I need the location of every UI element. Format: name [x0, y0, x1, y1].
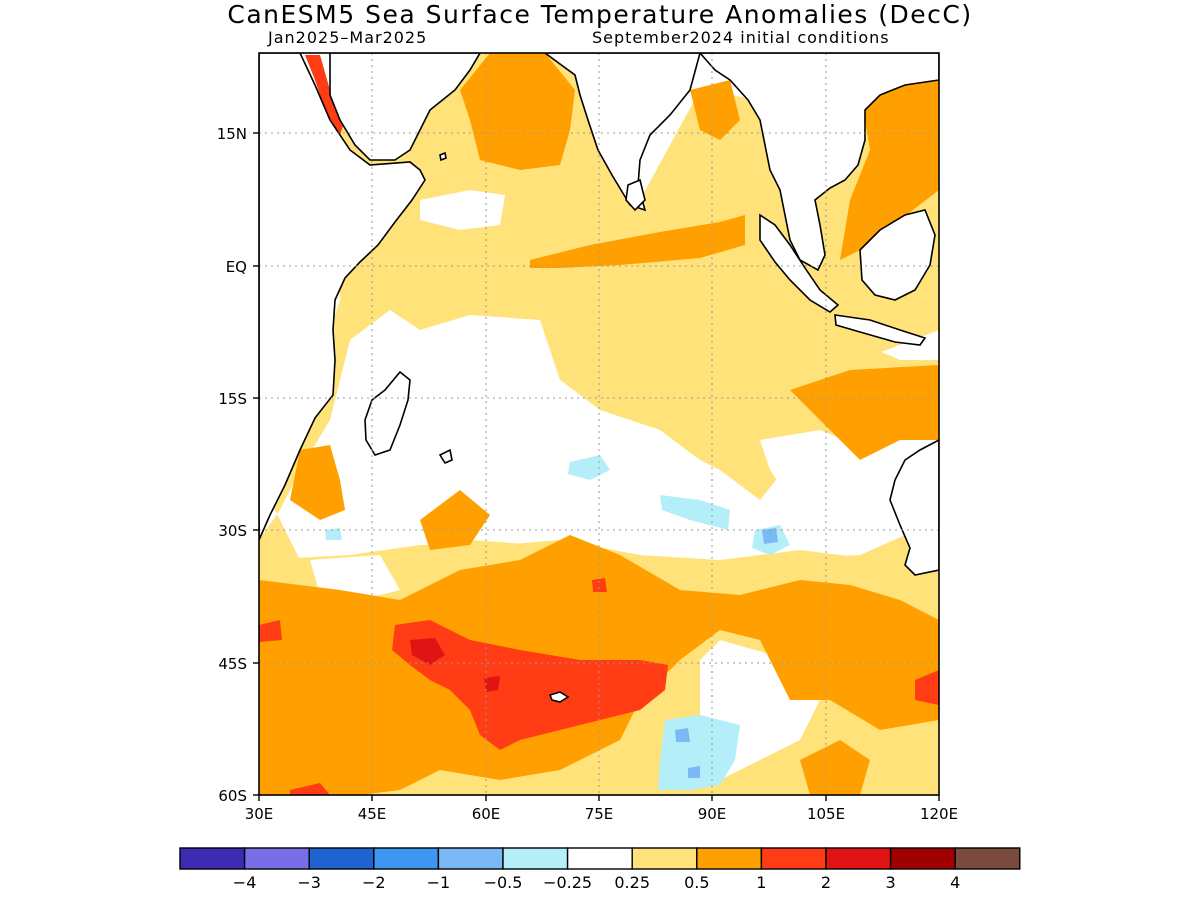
- lon-tick-label: 30E: [245, 805, 274, 823]
- lon-tick-label: 105E: [807, 805, 845, 823]
- tick-marks: [253, 132, 940, 801]
- colorbar-label: −0.25: [543, 873, 592, 892]
- anomaly-region-darkred: [410, 638, 445, 665]
- lon-tick-label: 60E: [472, 805, 501, 823]
- colorbar-swatch: [566, 847, 633, 870]
- india: [543, 53, 701, 212]
- lon-tick-label: 120E: [920, 805, 958, 823]
- colorbar-label: −0.5: [484, 873, 523, 892]
- anomaly-region-orange-sw: [290, 445, 345, 520]
- colorbar-label: 0.5: [684, 873, 709, 892]
- anomaly-region-orange-bengal: [690, 80, 740, 140]
- anomaly-region-orange-aus: [790, 365, 939, 460]
- lat-tick-label: 60S: [218, 787, 247, 805]
- anomaly-region-red-spot: [592, 578, 607, 592]
- anomaly-region-blue-2: [675, 728, 690, 742]
- colorbar-swatch: [696, 847, 763, 870]
- colorbar-label: 1: [756, 873, 766, 892]
- sri-lanka-small: [439, 151, 447, 162]
- colorbar-swatch: [243, 847, 310, 870]
- colorbar-label: −3: [297, 873, 321, 892]
- anomaly-region-neutral-west: [420, 190, 505, 230]
- lon-tick-label: 75E: [585, 805, 614, 823]
- colorbar-swatch: [889, 847, 956, 870]
- anomaly-region-blue-1: [762, 528, 778, 544]
- lat-tick-label: EQ: [226, 258, 247, 276]
- indochina: [698, 53, 939, 272]
- colorbar-label: −4: [233, 873, 257, 892]
- anomaly-region-red-west: [259, 620, 282, 642]
- lat-tick-label: 15N: [217, 125, 247, 143]
- anomaly-region-red-southwest: [290, 783, 330, 795]
- anomaly-region-red-redsea: [305, 55, 345, 135]
- lat-tick-label: 45S: [218, 655, 247, 673]
- period-subtitle: Jan2025–Mar2025: [268, 28, 428, 47]
- lon-tick-label: 90E: [698, 805, 727, 823]
- colorbar-label: −2: [362, 873, 386, 892]
- colorbar-swatch: [502, 847, 569, 870]
- colorbar-swatch: [954, 847, 1021, 870]
- anomaly-region-lightblue-5: [325, 528, 342, 540]
- java: [834, 314, 927, 346]
- anomaly-region-orange-arabian: [460, 53, 575, 170]
- madagascar: [364, 370, 411, 456]
- lat-tick-label: 15S: [218, 390, 247, 408]
- anomaly-region-red-east: [915, 670, 939, 705]
- sri-lanka: [625, 178, 646, 212]
- map-fill-layers: [259, 53, 939, 795]
- borneo: [859, 209, 936, 301]
- anomaly-region-darkred-2: [484, 676, 500, 692]
- anomaly-region-neutral-east: [760, 430, 880, 540]
- colorbar-label: 3: [886, 873, 896, 892]
- colorbar-swatch: [437, 847, 504, 870]
- colorbar-label: 4: [950, 873, 960, 892]
- anomaly-region-orange-mid: [420, 490, 490, 550]
- anomaly-region-blue-3: [688, 766, 700, 778]
- colorbar-swatch: [179, 847, 246, 870]
- lon-tick-labels: 30E 45E 60E 75E 90E 105E 120E: [245, 805, 958, 823]
- colorbar-label: 2: [821, 873, 831, 892]
- anomaly-region-neutral-band: [310, 555, 400, 600]
- anomaly-region-red-south: [392, 620, 668, 750]
- colorbar-swatch: [373, 847, 440, 870]
- colorbar-label: −1: [427, 873, 451, 892]
- colorbar-label: 0.25: [614, 873, 650, 892]
- africa-arabia-coast: [259, 53, 426, 541]
- australia: [889, 439, 939, 576]
- maldives-island: [438, 448, 453, 465]
- colorbar: −4 −3 −2 −1 −0.5 −0.25 0.25 0.5 1 2 3 4: [179, 847, 1021, 892]
- colorbar-swatch: [825, 847, 892, 870]
- sumatra: [759, 213, 840, 313]
- gridlines: [259, 53, 939, 795]
- anomaly-region-orange-eq-band: [530, 215, 745, 268]
- anomaly-region-orange-se: [800, 740, 870, 795]
- chart-title: CanESM5 Sea Surface Temperature Anomalie…: [227, 0, 973, 29]
- colorbar-swatch: [308, 847, 375, 870]
- anomaly-region-neutral-center: [420, 315, 720, 520]
- lon-tick-label: 45E: [358, 805, 387, 823]
- lat-tick-labels: 15N EQ 15S 30S 45S 60S: [217, 125, 247, 805]
- colorbar-swatch: [760, 847, 827, 870]
- anomaly-region-yellow-central: [540, 310, 939, 500]
- colorbar-swatch: [631, 847, 698, 870]
- lat-tick-label: 30S: [218, 522, 247, 540]
- initial-conditions-subtitle: September2024 initial conditions: [592, 28, 890, 47]
- kerguelen: [548, 691, 570, 703]
